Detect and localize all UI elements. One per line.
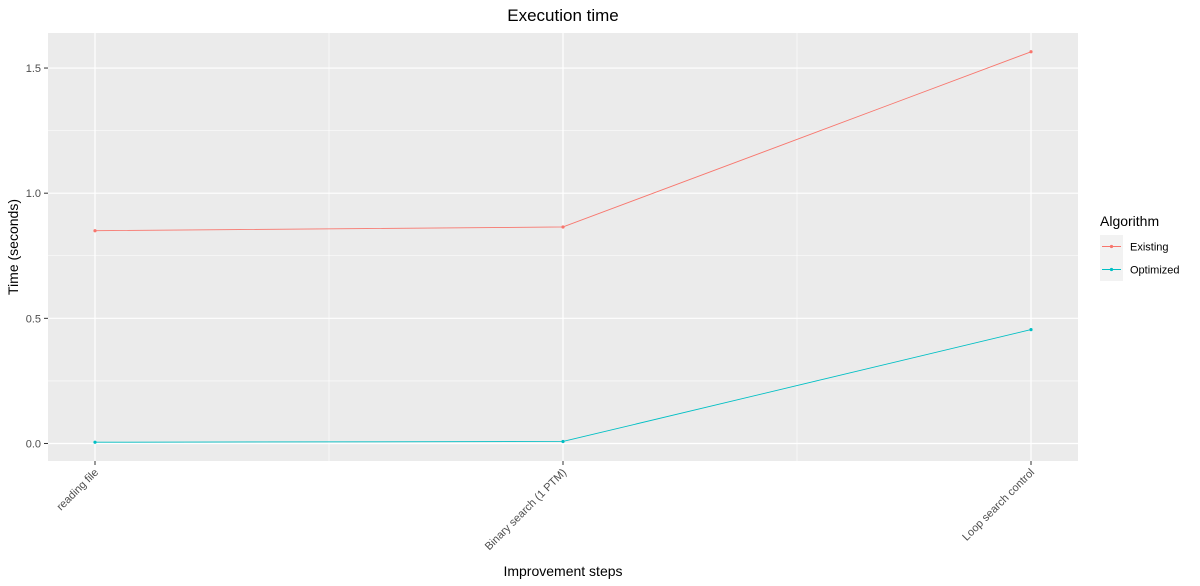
y-axis-ticks: 0.0 0.5 1.0 1.5 <box>26 63 48 450</box>
y-tick-label: 0.0 <box>26 438 41 450</box>
y-axis-title: Time (seconds) <box>5 199 21 295</box>
legend-item-existing: Existing <box>1100 235 1169 258</box>
legend: Algorithm Existing Optimized <box>1100 213 1180 281</box>
series-lines <box>93 50 1033 444</box>
series-optimized <box>93 327 1033 444</box>
legend-label: Existing <box>1130 242 1169 254</box>
data-point <box>1029 50 1033 54</box>
y-tick-label: 1.5 <box>26 63 41 75</box>
data-point <box>93 440 97 444</box>
legend-title: Algorithm <box>1100 213 1159 229</box>
x-axis-title: Improvement steps <box>503 563 622 579</box>
legend-key-point <box>1109 267 1114 272</box>
series-existing <box>93 50 1033 233</box>
grid-lines <box>48 33 1078 461</box>
x-tick-label: reading file <box>55 467 102 514</box>
legend-key-point <box>1109 244 1114 249</box>
y-tick-label: 1.0 <box>26 188 41 200</box>
data-point <box>93 229 97 233</box>
x-tick-label: Loop search control <box>960 467 1037 544</box>
chart-title: Execution time <box>507 6 619 25</box>
x-axis-ticks: reading file Binary search (1 PTM) Loop se… <box>55 461 1037 553</box>
data-point <box>561 225 565 229</box>
data-point <box>1029 327 1033 332</box>
legend-item-optimized: Optimized <box>1100 258 1180 281</box>
y-tick-label: 0.5 <box>26 313 41 325</box>
legend-label: Optimized <box>1130 265 1180 277</box>
data-point <box>561 439 565 444</box>
x-tick-label: Binary search (1 PTM) <box>483 467 569 553</box>
